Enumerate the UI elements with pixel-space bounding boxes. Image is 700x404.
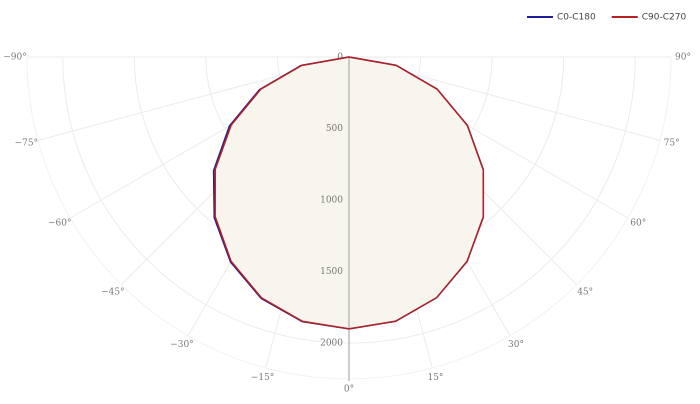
angle-tick-label: 30° — [508, 340, 524, 350]
angle-tick-label: −90° — [3, 53, 27, 63]
angle-tick-label: −75° — [15, 138, 39, 148]
angle-tick-label: 0° — [344, 385, 354, 395]
radial-tick-label: 1000 — [320, 196, 343, 206]
angle-tick-label: 60° — [630, 219, 646, 229]
angle-tick-label: −15° — [251, 373, 275, 383]
angle-tick-label: −45° — [101, 287, 125, 297]
angle-tick-label: −60° — [48, 219, 72, 229]
radial-tick-label: 500 — [326, 124, 343, 134]
angle-tick-label: −30° — [170, 340, 194, 350]
legend-label: C0-C180 — [557, 13, 596, 23]
series-line — [214, 56, 485, 330]
angle-tick-label: 45° — [577, 287, 593, 297]
radial-tick-label: 2000 — [320, 339, 343, 349]
radial-tick-label: 0 — [337, 53, 343, 63]
legend-label: C90-C270 — [642, 13, 687, 23]
angle-tick-label: 15° — [427, 373, 443, 383]
radial-tick-label: 1500 — [320, 267, 343, 277]
angle-tick-label: 75° — [664, 138, 680, 148]
angle-tick-label: 90° — [675, 53, 691, 63]
